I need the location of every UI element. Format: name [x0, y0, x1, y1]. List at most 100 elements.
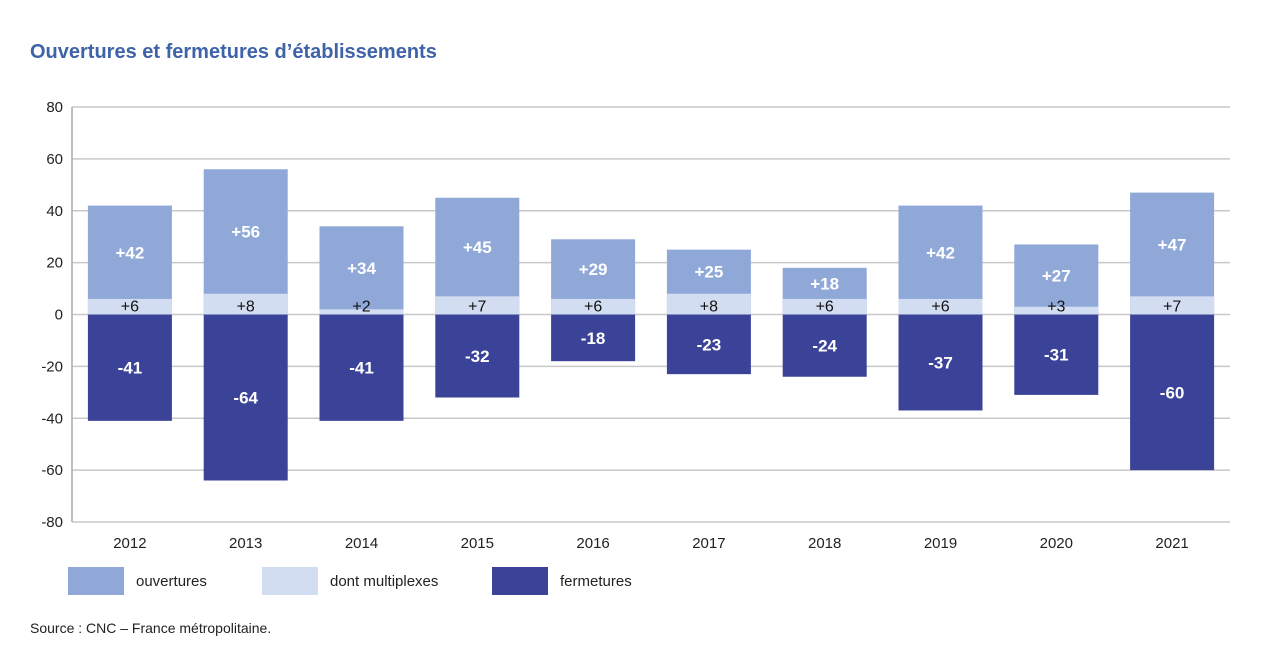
data-label-multiplexes: +6 — [121, 299, 139, 316]
x-axis: 2012 2013 2014 2015 2016 2017 2018 2019 2020 2021 — [113, 535, 1189, 552]
y-tick-label: -80 — [41, 514, 63, 531]
data-label-fermetures: -18 — [581, 329, 606, 348]
bar-fermetures — [898, 314, 983, 411]
data-label-fermetures: -60 — [1160, 383, 1185, 402]
data-label-multiplexes: +2 — [352, 299, 370, 316]
data-label-ouvertures: +45 — [463, 238, 492, 257]
x-tick-label: 2020 — [1040, 535, 1073, 552]
data-label-multiplexes: +6 — [816, 299, 834, 316]
bar-group-2018: +18 +6 -24 — [782, 267, 867, 377]
bar-ouvertures — [1014, 244, 1099, 315]
data-label-multiplexes: +3 — [1047, 299, 1065, 316]
bar-group-2021: +47 +7 -60 — [1130, 192, 1215, 471]
bar-group-2017: +25 +8 -23 — [666, 249, 751, 375]
bar-fermetures — [551, 314, 636, 362]
x-tick-label: 2017 — [692, 535, 725, 552]
bar-fermetures — [319, 314, 404, 421]
x-tick-label: 2018 — [808, 535, 841, 552]
legend-item-2: fermetures — [492, 567, 632, 595]
bar-group-2015: +45 +7 -32 — [435, 197, 520, 398]
legend-item-0: ouvertures — [68, 567, 207, 595]
bar-ouvertures — [1130, 192, 1215, 315]
data-label-fermetures: -64 — [233, 389, 258, 408]
bar-fermetures — [87, 314, 172, 421]
data-label-ouvertures: +29 — [579, 260, 608, 279]
bar-ouvertures — [87, 205, 172, 315]
data-label-fermetures: -32 — [465, 347, 490, 366]
y-tick-label: 80 — [46, 99, 63, 116]
data-label-multiplexes: +7 — [1163, 299, 1181, 316]
bar-multiplexes — [1130, 296, 1215, 315]
bar-multiplexes — [1014, 306, 1099, 315]
data-label-ouvertures: +25 — [694, 263, 723, 282]
data-label-fermetures: -41 — [349, 359, 374, 378]
bar-ouvertures — [203, 169, 288, 315]
data-label-ouvertures: +27 — [1042, 267, 1071, 286]
bar-group-2020: +27 +3 -31 — [1014, 244, 1099, 395]
y-tick-label: -20 — [41, 358, 63, 375]
x-tick-label: 2019 — [924, 535, 957, 552]
bar-multiplexes — [319, 309, 404, 315]
bar-multiplexes — [87, 298, 172, 315]
y-tick-label: 0 — [55, 307, 63, 324]
bar-multiplexes — [666, 293, 751, 315]
bar-fermetures — [782, 314, 867, 377]
data-label-multiplexes: +6 — [931, 299, 949, 316]
data-label-fermetures: -37 — [928, 353, 953, 372]
bar-group-2016: +29 +6 -18 — [551, 239, 636, 362]
x-tick-label: 2012 — [113, 535, 146, 552]
legend-swatch — [262, 567, 318, 595]
bar-fermetures — [435, 314, 520, 398]
data-label-fermetures: -41 — [118, 359, 143, 378]
data-label-ouvertures: +34 — [347, 259, 376, 278]
bar-ouvertures — [435, 197, 520, 315]
bar-fermetures — [666, 314, 751, 375]
bar-fermetures — [1130, 314, 1215, 471]
y-axis: 80 60 40 20 0 -20 -40 -60 -80 — [41, 99, 73, 531]
y-tick-label: -60 — [41, 462, 63, 479]
bars: +42 +6 -41 +56 +8 -64 +34 +2 -41 +45 +7 -32 +29 +6 -18… — [87, 169, 1215, 481]
data-label-multiplexes: +8 — [700, 299, 718, 316]
data-label-ouvertures: +42 — [926, 243, 955, 262]
data-label-ouvertures: +56 — [231, 223, 260, 242]
bar-multiplexes — [435, 296, 520, 315]
x-tick-label: 2021 — [1155, 535, 1188, 552]
bar-fermetures — [203, 314, 288, 481]
legend-label: fermetures — [560, 573, 632, 590]
legend: ouvertures dont multiplexes fermetures — [68, 567, 632, 595]
data-label-fermetures: -23 — [697, 335, 722, 354]
y-tick-label: -40 — [41, 410, 63, 427]
bar-multiplexes — [782, 298, 867, 315]
legend-item-1: dont multiplexes — [262, 567, 438, 595]
bar-group-2012: +42 +6 -41 — [87, 205, 172, 421]
data-label-ouvertures: +18 — [810, 274, 839, 293]
bar-multiplexes — [203, 293, 288, 315]
y-tick-label: 60 — [46, 151, 63, 168]
data-label-ouvertures: +47 — [1158, 235, 1187, 254]
source-note: Source : CNC – France métropolitaine. — [30, 620, 271, 636]
bar-fermetures — [1014, 314, 1099, 395]
bar-multiplexes — [551, 298, 636, 315]
legend-swatch — [68, 567, 124, 595]
data-label-multiplexes: +8 — [237, 299, 255, 316]
legend-swatch — [492, 567, 548, 595]
x-tick-label: 2016 — [576, 535, 609, 552]
legend-label: ouvertures — [136, 573, 207, 590]
bar-group-2019: +42 +6 -37 — [898, 205, 983, 411]
chart-title: Ouvertures et fermetures d’établissement… — [30, 41, 437, 63]
data-label-fermetures: -24 — [812, 337, 837, 356]
bar-group-2013: +56 +8 -64 — [203, 169, 288, 481]
data-label-multiplexes: +6 — [584, 299, 602, 316]
bar-ouvertures — [898, 205, 983, 315]
x-tick-label: 2014 — [345, 535, 378, 552]
bar-multiplexes — [898, 298, 983, 315]
data-label-fermetures: -31 — [1044, 346, 1069, 365]
legend-label: dont multiplexes — [330, 573, 438, 590]
y-tick-label: 20 — [46, 255, 63, 272]
bar-group-2014: +34 +2 -41 — [319, 226, 404, 421]
data-label-multiplexes: +7 — [468, 299, 486, 316]
data-label-ouvertures: +42 — [115, 243, 144, 262]
x-tick-label: 2015 — [461, 535, 494, 552]
bar-ouvertures — [319, 226, 404, 315]
